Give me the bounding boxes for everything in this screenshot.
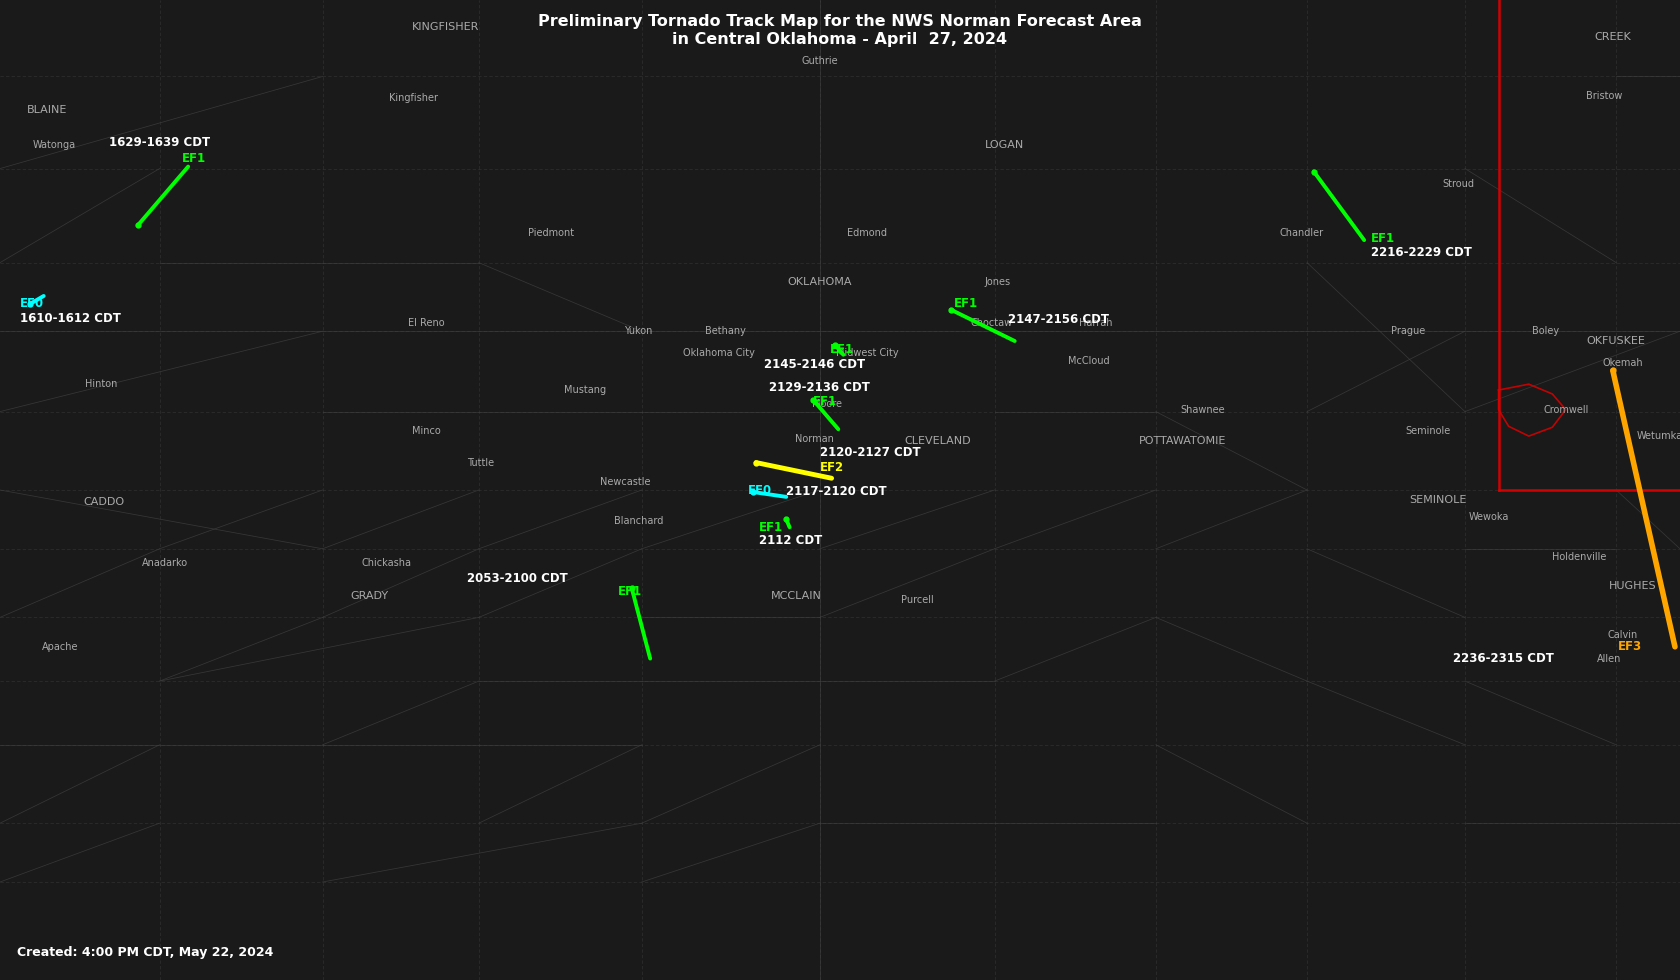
Text: CADDO: CADDO [84,497,124,507]
Text: GRADY: GRADY [351,591,388,601]
Text: Oklahoma City: Oklahoma City [684,348,754,358]
Text: EF3: EF3 [1618,640,1641,654]
Text: EF0: EF0 [748,483,771,497]
Text: Allen: Allen [1598,654,1621,663]
Text: Holdenville: Holdenville [1552,552,1606,562]
Text: 2129-2136 CDT: 2129-2136 CDT [769,380,870,394]
Text: Chandler: Chandler [1280,228,1324,238]
Text: Moore: Moore [811,399,842,409]
Text: Tuttle: Tuttle [467,458,494,467]
Text: KINGFISHER: KINGFISHER [412,23,479,32]
Text: Created: 4:00 PM CDT, May 22, 2024: Created: 4:00 PM CDT, May 22, 2024 [17,946,274,959]
Text: Guthrie: Guthrie [801,56,838,66]
Text: EF1: EF1 [830,343,853,357]
Text: 2147-2156 CDT: 2147-2156 CDT [1008,313,1109,326]
Text: EF1: EF1 [954,297,978,311]
Text: EF1: EF1 [759,520,783,534]
Text: Cromwell: Cromwell [1542,405,1589,415]
Text: 1629-1639 CDT: 1629-1639 CDT [109,135,210,149]
Text: LOGAN: LOGAN [984,140,1025,150]
Text: Chickasha: Chickasha [361,559,412,568]
Text: Piedmont: Piedmont [528,228,575,238]
Text: HUGHES: HUGHES [1609,581,1656,591]
Text: Preliminary Tornado Track Map for the NWS Norman Forecast Area: Preliminary Tornado Track Map for the NW… [538,14,1142,29]
Text: Minco: Minco [412,426,442,436]
Text: 2145-2146 CDT: 2145-2146 CDT [764,358,865,371]
Text: Anadarko: Anadarko [141,559,188,568]
Text: Hinton: Hinton [84,379,118,389]
Text: CREEK: CREEK [1594,32,1631,42]
Text: Bethany: Bethany [706,326,746,336]
Text: EF1: EF1 [181,152,205,166]
Text: Shawnee: Shawnee [1181,405,1225,415]
Text: Calvin: Calvin [1608,630,1638,640]
Text: CLEVELAND: CLEVELAND [904,436,971,446]
Text: 2053-2100 CDT: 2053-2100 CDT [467,571,568,585]
Text: BLAINE: BLAINE [27,105,67,115]
Text: Choctaw: Choctaw [969,318,1013,328]
Text: EF1: EF1 [1371,231,1394,245]
Text: EF1: EF1 [618,585,642,599]
Text: in Central Oklahoma - April  27, 2024: in Central Oklahoma - April 27, 2024 [672,31,1008,47]
Text: Jones: Jones [984,277,1011,287]
Text: Seminole: Seminole [1406,426,1450,436]
Text: Prague: Prague [1391,326,1425,336]
Text: EF0: EF0 [20,297,44,311]
Text: Wewoka: Wewoka [1468,513,1509,522]
Text: MCCLAIN: MCCLAIN [771,591,822,601]
Text: Blanchard: Blanchard [613,516,664,526]
Text: 1610-1612 CDT: 1610-1612 CDT [20,312,121,325]
Text: Kingfisher: Kingfisher [388,93,438,103]
Text: 2236-2315 CDT: 2236-2315 CDT [1453,652,1554,665]
Text: POTTAWATOMIE: POTTAWATOMIE [1139,436,1226,446]
Text: Wetumka: Wetumka [1636,431,1680,441]
Text: 2117-2120 CDT: 2117-2120 CDT [786,485,887,499]
Text: Apache: Apache [42,642,79,652]
Text: Midwest City: Midwest City [835,348,899,358]
Text: Yukon: Yukon [625,326,652,336]
Text: SEMINOLE: SEMINOLE [1410,495,1467,505]
Text: Newcastle: Newcastle [600,477,650,487]
Text: Mustang: Mustang [563,385,606,395]
Text: EF1: EF1 [813,395,837,409]
Text: Bristow: Bristow [1586,91,1623,101]
Text: El Reno: El Reno [408,318,445,328]
Text: 2216-2229 CDT: 2216-2229 CDT [1371,246,1472,260]
Text: Edmond: Edmond [847,228,887,238]
Text: Harrah: Harrah [1079,318,1112,328]
Text: 2120-2127 CDT: 2120-2127 CDT [820,446,921,460]
Text: Boley: Boley [1532,326,1559,336]
Text: OKLAHOMA: OKLAHOMA [788,277,852,287]
Text: Norman: Norman [795,434,835,444]
Text: Purcell: Purcell [900,595,934,605]
Text: Stroud: Stroud [1441,179,1475,189]
Text: 2112 CDT: 2112 CDT [759,534,823,548]
Text: EF2: EF2 [820,461,843,474]
Text: Okemah: Okemah [1603,358,1643,368]
Text: Watonga: Watonga [32,140,76,150]
Text: OKFUSKEE: OKFUSKEE [1586,336,1646,346]
Text: McCloud: McCloud [1068,356,1109,366]
